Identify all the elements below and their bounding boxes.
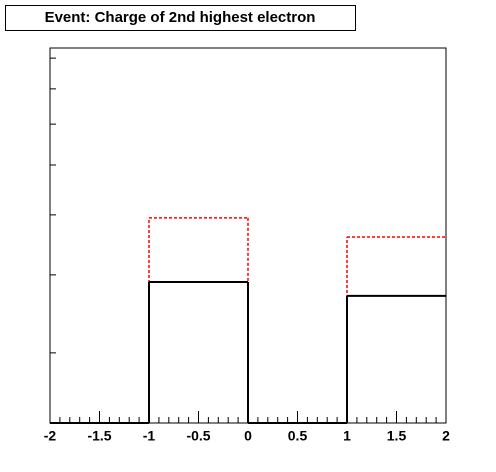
x-tick-label: 0 [244,428,252,444]
title-box [5,5,356,31]
chart-title: Event: Charge of 2nd highest electron [45,9,316,26]
x-tick-label: -0.5 [186,428,210,444]
x-tick-label: 1 [343,428,351,444]
x-tick-label: 2 [442,428,450,444]
x-tick-label: -1 [143,428,156,444]
x-tick-label: 1.5 [387,428,407,444]
x-tick-label: -2 [44,428,57,444]
x-tick-label: -1.5 [87,428,111,444]
x-tick-label: 0.5 [288,428,308,444]
